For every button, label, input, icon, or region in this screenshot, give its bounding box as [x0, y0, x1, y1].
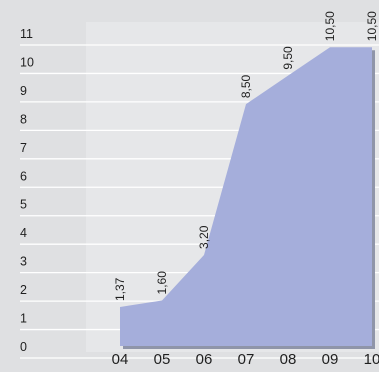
y-tick-label-0: 0: [20, 340, 27, 354]
y-tick-label-11: 11: [20, 27, 33, 41]
data-label-08: 9,50: [281, 46, 295, 70]
data-label-10: 10,50: [365, 11, 379, 41]
y-tick-label-6: 6: [20, 169, 27, 183]
x-tick-label-10: 10: [364, 351, 379, 368]
data-label-07: 8,50: [239, 74, 253, 98]
y-tick-label-10: 10: [20, 55, 34, 69]
y-tick-label-3: 3: [20, 255, 27, 269]
x-tick-label-07: 07: [238, 351, 255, 368]
x-tick-label-06: 06: [196, 351, 213, 368]
y-axis-ticks: 0 1 2 3 4 5 6 7 8 9 10 11: [20, 27, 34, 354]
y-tick-label-1: 1: [20, 312, 27, 326]
x-tick-label-05: 05: [154, 351, 171, 368]
data-label-05: 1,60: [155, 271, 169, 295]
x-tick-label-04: 04: [112, 351, 129, 368]
y-tick-label-7: 7: [20, 141, 27, 155]
x-axis-ticks: 04 05 06 07 08 09 10: [112, 351, 379, 368]
x-tick-label-09: 09: [322, 351, 339, 368]
y-tick-label-4: 4: [20, 226, 27, 240]
data-labels: 1,37 1,60 3,20 8,50 9,50 10,50 10,50: [113, 11, 379, 301]
x-tick-label-08: 08: [280, 351, 297, 368]
y-tick-label-2: 2: [20, 283, 27, 297]
area-series: [120, 47, 372, 347]
data-label-06: 3,20: [197, 225, 211, 249]
data-label-09: 10,50: [323, 11, 337, 41]
y-tick-label-8: 8: [20, 112, 27, 126]
y-tick-label-5: 5: [20, 198, 27, 212]
y-tick-label-9: 9: [20, 84, 27, 98]
data-label-04: 1,37: [113, 277, 127, 301]
